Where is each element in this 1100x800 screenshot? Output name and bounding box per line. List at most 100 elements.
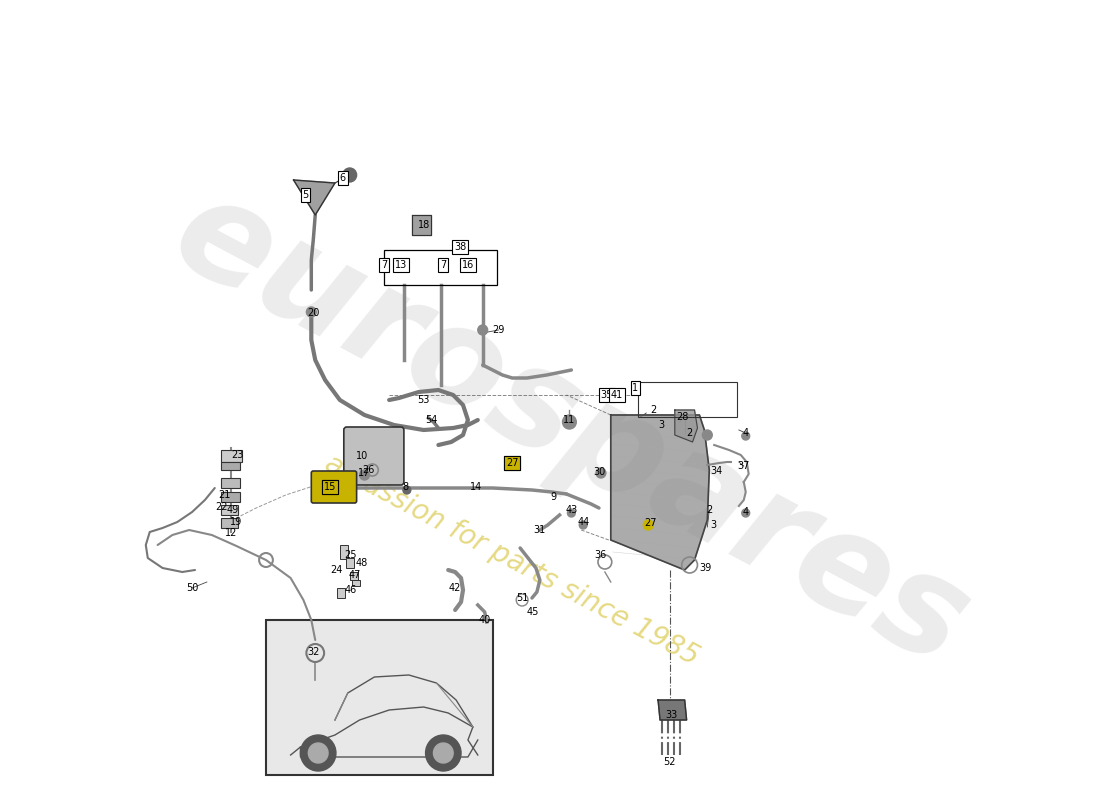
Polygon shape [294, 180, 334, 215]
Text: 44: 44 [578, 517, 590, 527]
Text: 2: 2 [686, 428, 693, 438]
Circle shape [307, 307, 316, 317]
Text: 47: 47 [349, 570, 361, 580]
Text: a passion for parts since 1985: a passion for parts since 1985 [320, 449, 704, 671]
Bar [221, 518, 239, 528]
Text: 37: 37 [738, 461, 750, 471]
Text: 54: 54 [426, 415, 438, 425]
Bar [638, 382, 737, 417]
Text: 33: 33 [666, 710, 678, 720]
Circle shape [360, 470, 370, 480]
Text: 27: 27 [644, 518, 657, 528]
Text: 36: 36 [595, 550, 607, 560]
Bar [340, 545, 348, 559]
Text: 25: 25 [344, 550, 358, 560]
Text: 9: 9 [551, 492, 557, 502]
Polygon shape [674, 410, 697, 442]
Text: 34: 34 [711, 466, 723, 476]
Text: 12: 12 [226, 528, 238, 538]
Bar [384, 250, 497, 285]
Text: 21: 21 [219, 490, 231, 500]
Text: 53: 53 [417, 395, 430, 405]
Circle shape [433, 743, 453, 763]
Text: 1: 1 [632, 383, 638, 393]
Text: 8: 8 [403, 482, 409, 492]
Text: 14: 14 [470, 482, 482, 492]
Text: 3: 3 [711, 520, 716, 530]
Circle shape [568, 509, 575, 517]
Circle shape [343, 168, 356, 182]
Text: 3: 3 [658, 420, 664, 430]
Bar [221, 505, 239, 515]
Text: 29: 29 [493, 325, 505, 335]
Bar [345, 558, 354, 568]
Circle shape [300, 735, 336, 771]
Bar [350, 572, 358, 580]
Text: 43: 43 [565, 505, 578, 515]
Text: 52: 52 [663, 757, 676, 767]
Text: 19: 19 [230, 517, 243, 527]
Text: 27: 27 [506, 458, 518, 468]
Text: 42: 42 [449, 583, 461, 593]
Text: 7: 7 [381, 260, 387, 270]
Text: 49: 49 [227, 505, 239, 515]
Bar [266, 620, 493, 775]
Polygon shape [610, 415, 710, 570]
Text: 5: 5 [302, 190, 308, 200]
Text: 11: 11 [563, 415, 575, 425]
Text: 20: 20 [307, 308, 319, 318]
Circle shape [403, 486, 410, 494]
Circle shape [477, 325, 487, 335]
Text: 4: 4 [742, 507, 749, 517]
Circle shape [562, 415, 576, 429]
Text: 6: 6 [340, 173, 345, 183]
Text: 50: 50 [186, 583, 198, 593]
Circle shape [741, 432, 750, 440]
Text: 22: 22 [216, 502, 228, 512]
Text: 10: 10 [356, 451, 369, 461]
Circle shape [741, 509, 750, 517]
Circle shape [580, 521, 587, 529]
Polygon shape [411, 215, 431, 235]
Text: 18: 18 [418, 220, 430, 230]
Text: 28: 28 [676, 412, 689, 422]
Text: 24: 24 [331, 565, 343, 575]
Text: 4: 4 [742, 428, 749, 438]
Polygon shape [658, 700, 686, 720]
Text: 46: 46 [344, 585, 356, 595]
Text: 51: 51 [516, 593, 528, 603]
Text: 2: 2 [706, 505, 713, 515]
Circle shape [644, 520, 653, 530]
Bar [221, 450, 242, 462]
Circle shape [596, 468, 606, 478]
Bar [221, 492, 241, 502]
FancyBboxPatch shape [344, 427, 404, 485]
Text: 38: 38 [454, 242, 466, 252]
Bar [221, 478, 241, 488]
Text: 31: 31 [534, 525, 546, 535]
Text: 38: 38 [454, 242, 466, 252]
Bar [221, 462, 241, 470]
Text: 32: 32 [307, 647, 319, 657]
Text: 39: 39 [700, 563, 712, 573]
Text: 13: 13 [395, 260, 407, 270]
Text: eurospares: eurospares [152, 164, 991, 696]
Text: 16: 16 [462, 260, 474, 270]
Text: 17: 17 [359, 468, 371, 478]
Text: 2: 2 [650, 405, 657, 415]
Text: 23: 23 [231, 450, 243, 460]
Circle shape [308, 743, 328, 763]
Text: 45: 45 [527, 607, 539, 617]
Text: 41: 41 [610, 390, 623, 400]
Bar [337, 588, 344, 598]
Text: 27: 27 [506, 458, 518, 468]
Bar [352, 580, 360, 586]
Text: 26: 26 [362, 465, 375, 475]
Text: 15: 15 [323, 482, 337, 492]
Text: 40: 40 [478, 615, 491, 625]
Text: 15: 15 [323, 482, 337, 492]
Text: 35: 35 [601, 390, 613, 400]
Circle shape [426, 735, 461, 771]
Text: 48: 48 [355, 558, 367, 568]
Circle shape [703, 430, 712, 440]
